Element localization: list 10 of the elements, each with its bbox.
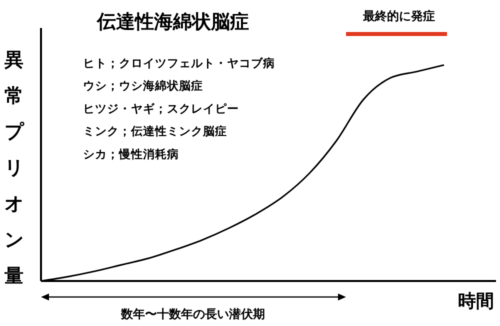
annotation: ウシ；ウシ海綿状脳症	[83, 78, 203, 93]
text: 数年〜十数年の長い潜伏期	[120, 307, 265, 321]
y-axis-title: 異常プリオン量	[4, 49, 24, 287]
annotation: シカ；慢性消耗病	[83, 146, 179, 161]
text: 最終的に発症	[362, 9, 435, 23]
annotation: ヒト；クロイツフェルト・ヤコブ病	[83, 56, 275, 70]
annotation: ミンク；伝達性ミンク脳症	[83, 124, 227, 138]
annotation: ヒツジ・ヤギ；スクレイピー	[83, 101, 239, 116]
chart-title: 伝達性海綿状脳症	[96, 11, 249, 33]
x-axis-title: 時間	[458, 291, 494, 312]
